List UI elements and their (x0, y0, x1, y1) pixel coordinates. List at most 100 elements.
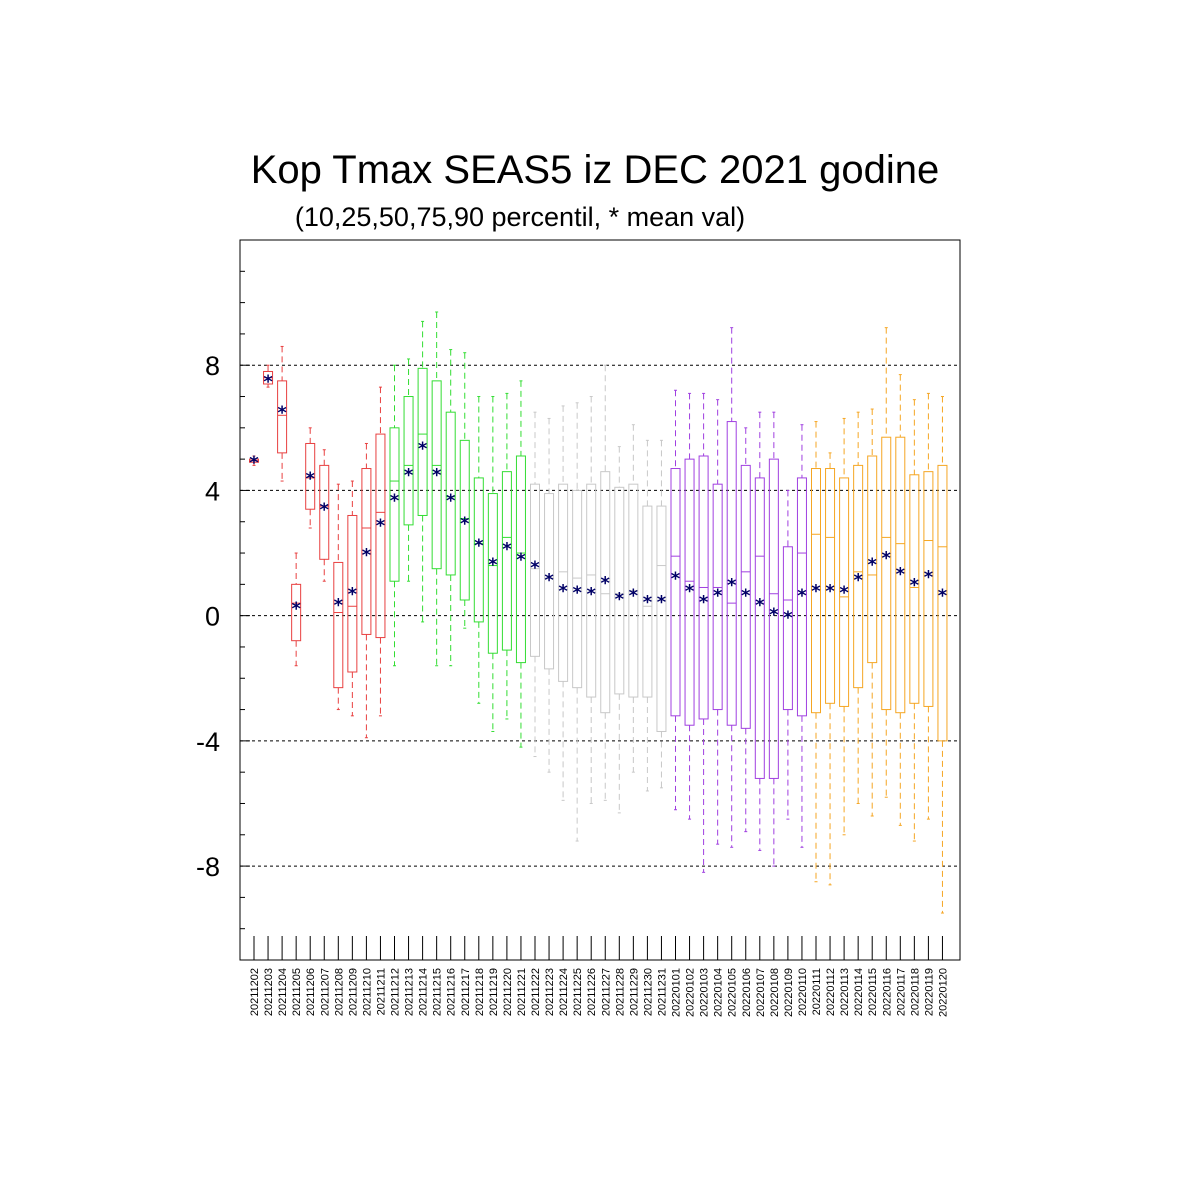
mean-marker: * (699, 592, 709, 613)
box (825, 468, 836, 704)
x-tick-label: 20211215 (432, 968, 444, 1016)
mean-marker: * (643, 592, 653, 613)
mean-marker: * (446, 490, 456, 511)
mean-marker: * (544, 570, 554, 591)
box (656, 505, 667, 732)
y-tick-label: 0 (205, 602, 220, 632)
box (867, 455, 878, 664)
mean-marker: * (938, 586, 948, 607)
mean-marker: * (474, 536, 484, 557)
x-tick-label: 20211229 (628, 968, 640, 1016)
mean-marker: * (291, 598, 301, 619)
box (333, 561, 344, 689)
x-tick-label: 20211205 (291, 968, 303, 1016)
y-tick-label: -4 (196, 727, 220, 757)
box (782, 546, 793, 711)
x-tick-label: 20220109 (783, 968, 795, 1017)
x-tick-label: 20211202 (249, 968, 261, 1016)
mean-marker: * (755, 595, 765, 616)
mean-marker: * (320, 500, 330, 521)
box (347, 514, 358, 673)
box (277, 380, 288, 454)
x-tick-label: 20211218 (474, 968, 486, 1016)
mean-marker: * (882, 548, 892, 569)
mean-marker: * (685, 581, 695, 602)
mean-marker: * (432, 465, 442, 486)
x-tick-label: 20211211 (375, 968, 387, 1015)
mean-marker: * (629, 586, 639, 607)
x-tick-label: 20211220 (502, 968, 514, 1016)
box (909, 474, 920, 704)
mean-marker: * (910, 575, 920, 596)
mean-marker: * (460, 514, 470, 535)
box (361, 468, 372, 635)
box (768, 458, 779, 779)
x-tick-label: 20220105 (727, 968, 739, 1017)
x-tick-label: 20220102 (685, 968, 697, 1017)
box (530, 483, 540, 657)
mean-marker: * (404, 465, 414, 486)
box (319, 464, 330, 560)
x-tick-label: 20211207 (319, 968, 331, 1016)
mean-marker: * (896, 564, 906, 585)
box (881, 436, 892, 711)
chart-title: Kop Tmax SEAS5 iz DEC 2021 godine (250, 148, 940, 192)
box (487, 493, 498, 654)
mean-marker: * (727, 575, 737, 596)
x-tick-label: 20211228 (614, 968, 626, 1016)
box (558, 483, 569, 682)
x-tick-label: 20211225 (572, 968, 584, 1016)
x-tick-label: 20211212 (390, 968, 402, 1016)
box (684, 458, 695, 726)
mean-marker: * (516, 550, 526, 571)
box (572, 489, 583, 689)
x-tick-label: 20211224 (558, 968, 570, 1016)
plot-frame (239, 239, 961, 961)
box (586, 483, 597, 698)
box (614, 486, 625, 695)
mean-marker: * (867, 554, 877, 575)
x-tick-label: 20211219 (488, 968, 500, 1016)
box (712, 483, 723, 711)
box (895, 436, 906, 714)
mean-marker: * (530, 558, 540, 579)
mean-marker: * (558, 581, 568, 602)
x-tick-label: 20220104 (713, 968, 725, 1017)
mean-marker: * (741, 586, 751, 607)
x-tick-label: 20220117 (895, 968, 907, 1016)
box (305, 442, 316, 510)
x-tick-label: 20211231 (656, 968, 668, 1016)
box (417, 367, 428, 516)
x-tick-label: 20211203 (263, 968, 275, 1016)
box (811, 468, 821, 714)
mean-marker: * (572, 583, 582, 604)
x-tick-label: 20220120 (937, 968, 949, 1017)
box (515, 455, 526, 664)
box (445, 411, 456, 576)
box (670, 468, 681, 717)
box (839, 477, 850, 707)
mean-marker: * (839, 583, 849, 604)
mean-marker: * (249, 453, 259, 474)
x-tick-label: 20211206 (305, 968, 317, 1016)
mean-marker: * (825, 581, 835, 602)
box (642, 505, 653, 698)
mean-marker: * (348, 584, 358, 605)
x-tick-label: 20211223 (544, 968, 556, 1016)
mean-marker: * (263, 371, 273, 392)
box (796, 477, 807, 717)
mean-marker: * (615, 589, 625, 610)
box (459, 439, 470, 601)
mean-marker: * (488, 554, 498, 575)
y-tick-label: 4 (205, 476, 220, 506)
box (726, 421, 737, 726)
x-tick-label: 20220119 (923, 968, 935, 1016)
box (853, 464, 864, 689)
mean-marker: * (601, 573, 611, 594)
mean-marker: * (713, 586, 723, 607)
x-tick-label: 20220107 (755, 968, 767, 1017)
mean-marker: * (502, 539, 512, 560)
box (740, 464, 751, 729)
x-tick-label: 20211222 (530, 968, 542, 1016)
